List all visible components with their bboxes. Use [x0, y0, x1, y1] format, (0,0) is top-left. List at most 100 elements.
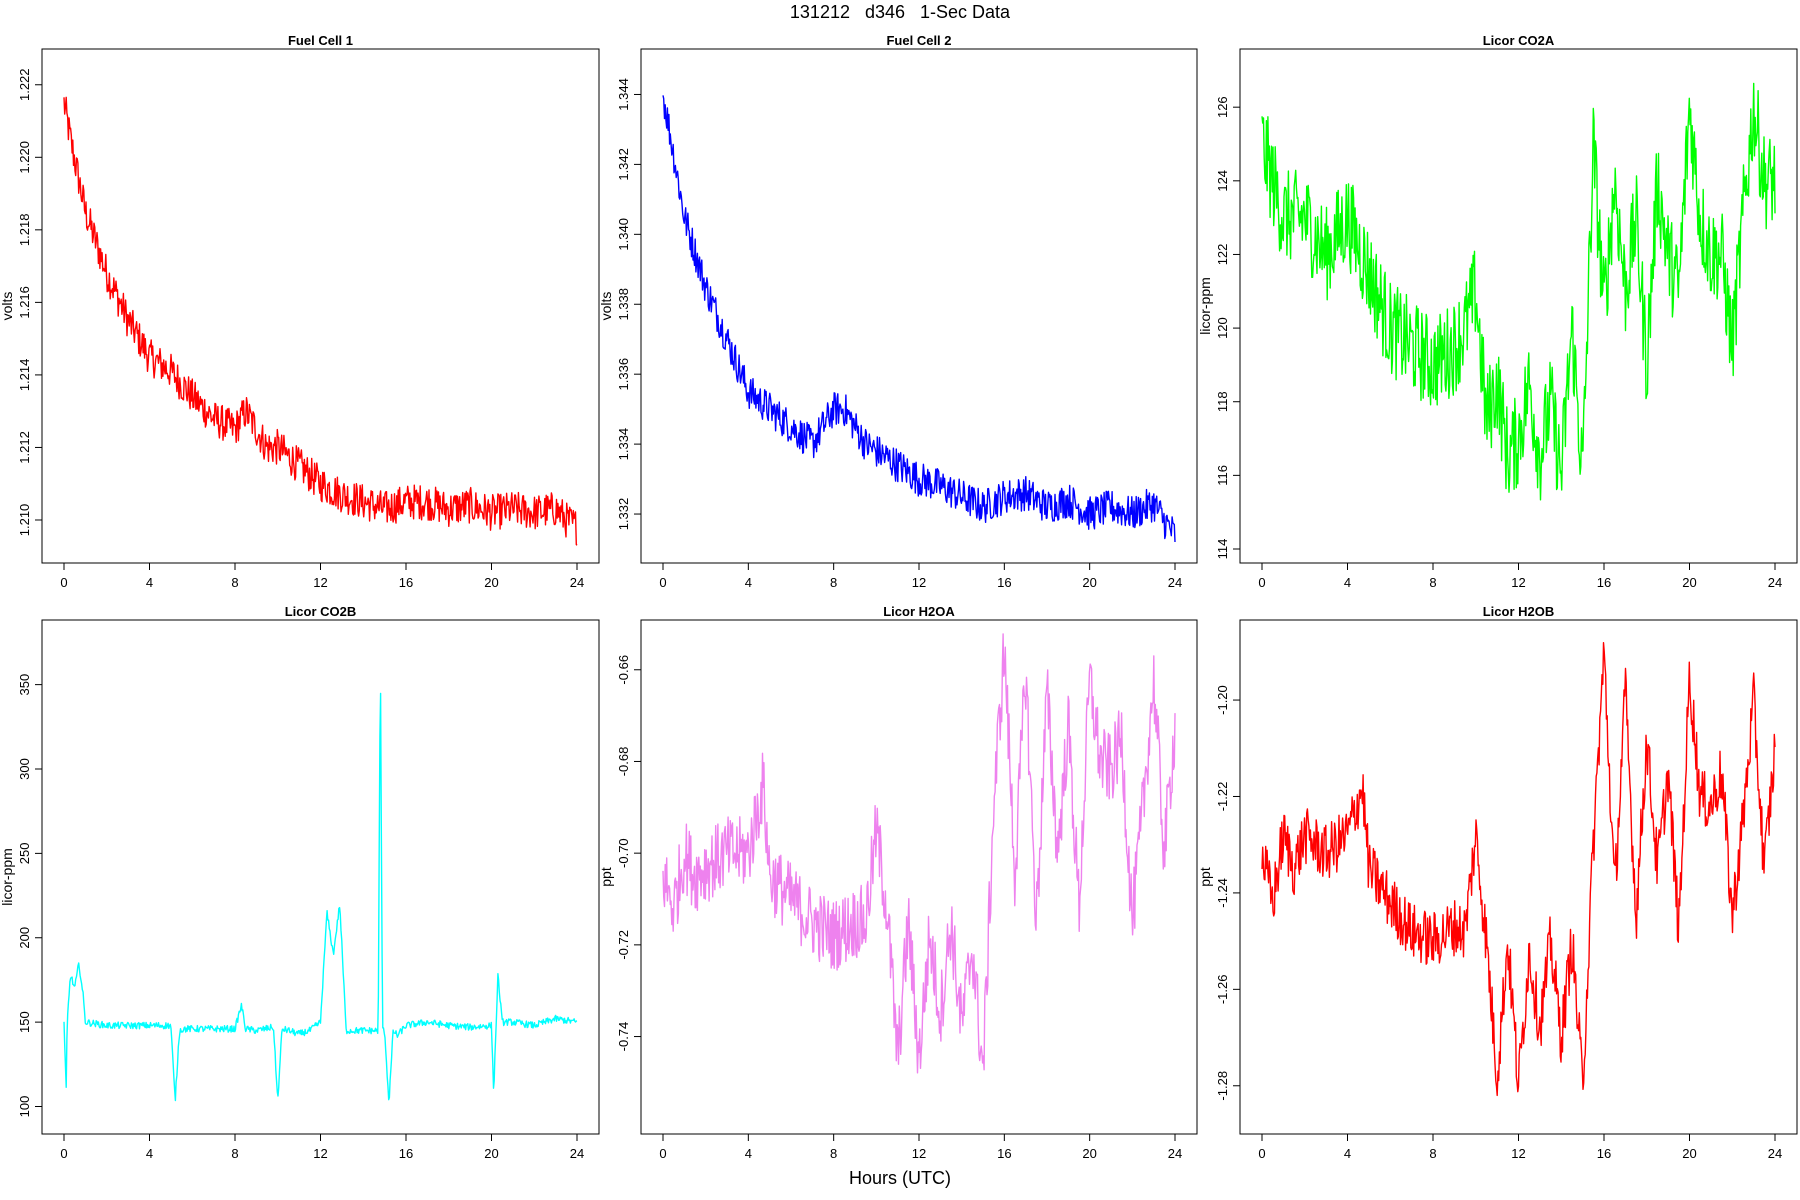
x-tick-label: 16: [997, 575, 1011, 590]
figure-x-axis-label: Hours (UTC): [849, 1168, 951, 1188]
x-tick-label: 24: [1768, 575, 1782, 590]
y-tick-label: -1.20: [1215, 685, 1230, 715]
y-tick-label: -0.72: [616, 930, 631, 960]
chart-panel-4: Licor CO2B licor-ppm 0 4 8 12 16 20 24 100 150 200 2…: [0, 604, 600, 1161]
y-tick-label: -0.70: [616, 838, 631, 868]
y-tick-label: 200: [17, 927, 32, 949]
y-tick-label: 150: [17, 1011, 32, 1033]
x-tick-label: 20: [1682, 1146, 1696, 1161]
y-tick-label: -0.66: [616, 655, 631, 685]
x-tick-label: 12: [313, 575, 327, 590]
plot-frame: [41, 619, 600, 1135]
y-tick-label: 1.340: [616, 218, 631, 251]
chart-panel-1: Fuel Cell 1 volts 0 4 8 12 16 20 24 1.210 1.212 1.2…: [0, 33, 600, 590]
y-tick-label: -1.28: [1215, 1071, 1230, 1101]
panel-title: Fuel Cell 2: [886, 33, 951, 48]
y-tick-label: 1.344: [616, 78, 631, 111]
y-axis-label: ppt: [598, 867, 614, 887]
x-tick-label: 0: [1258, 575, 1265, 590]
plot-frame: [1239, 48, 1798, 564]
y-tick-label: -0.74: [616, 1022, 631, 1052]
x-tick-label: 12: [313, 1146, 327, 1161]
x-tick-label: 16: [399, 1146, 413, 1161]
x-tick-label: 20: [1082, 1146, 1096, 1161]
chart-panel-3: Licor CO2A licor-ppm 0 4 8 12 16 20 24 114 116 118 1…: [1197, 33, 1798, 590]
x-tick-label: 4: [1344, 575, 1351, 590]
x-tick-label: 24: [1168, 575, 1182, 590]
x-tick-label: 20: [484, 575, 498, 590]
x-tick-label: 4: [146, 575, 153, 590]
x-tick-label: 24: [570, 1146, 584, 1161]
series-line: [662, 95, 1176, 543]
y-tick-label: 120: [1215, 317, 1230, 339]
y-tick-label: 1.210: [17, 504, 32, 537]
x-tick-label: 12: [1511, 575, 1525, 590]
y-tick-label: -1.22: [1215, 782, 1230, 812]
x-tick-label: 8: [1429, 575, 1436, 590]
panel-title: Licor H2OB: [1483, 604, 1555, 619]
y-tick-label: 1.220: [17, 141, 32, 174]
x-tick-label: 20: [484, 1146, 498, 1161]
x-tick-label: 24: [1168, 1146, 1182, 1161]
chart-panel-2: Fuel Cell 2 volts 0 4 8 12 16 20 24 1.332 1.334 1.3…: [598, 33, 1198, 590]
panel-title: Fuel Cell 1: [288, 33, 353, 48]
series-line: [1261, 82, 1776, 501]
x-tick-label: 12: [1511, 1146, 1525, 1161]
y-tick-label: 122: [1215, 244, 1230, 266]
x-tick-label: 4: [1344, 1146, 1351, 1161]
x-tick-label: 16: [399, 575, 413, 590]
y-tick-label: 116: [1215, 465, 1230, 486]
y-tick-label: 114: [1215, 539, 1230, 560]
series-line: [662, 633, 1176, 1074]
y-tick-label: 350: [17, 674, 32, 696]
x-tick-label: 16: [1597, 575, 1611, 590]
x-tick-label: 12: [912, 575, 926, 590]
y-tick-label: -1.26: [1215, 975, 1230, 1005]
x-tick-label: 4: [146, 1146, 153, 1161]
y-tick-label: 1.338: [616, 288, 631, 321]
panel-title: Licor CO2B: [285, 604, 357, 619]
y-tick-label: 1.212: [17, 431, 32, 464]
x-tick-label: 8: [231, 575, 238, 590]
y-tick-label: 1.222: [17, 68, 32, 101]
y-axis-label: ppt: [1197, 867, 1213, 887]
y-tick-label: 100: [17, 1096, 32, 1118]
plot-frame: [640, 619, 1198, 1135]
series-line: [1261, 642, 1776, 1097]
figure-title: 131212 d346 1-Sec Data: [789, 2, 1011, 22]
y-tick-label: 124: [1215, 170, 1230, 192]
y-tick-label: 1.216: [17, 286, 32, 319]
y-tick-label: 1.214: [17, 359, 32, 392]
x-tick-label: 8: [231, 1146, 238, 1161]
y-tick-label: -1.24: [1215, 878, 1230, 908]
panel-title: Licor H2OA: [883, 604, 955, 619]
y-tick-label: -0.68: [616, 747, 631, 777]
y-axis-label: licor-ppm: [1197, 277, 1213, 335]
x-tick-label: 20: [1682, 575, 1696, 590]
y-axis-label: licor-ppm: [0, 848, 15, 906]
x-tick-label: 4: [745, 575, 752, 590]
x-tick-label: 8: [830, 575, 837, 590]
x-tick-label: 8: [1429, 1146, 1436, 1161]
x-tick-label: 24: [1768, 1146, 1782, 1161]
panel-title: Licor CO2A: [1483, 33, 1555, 48]
series-line: [63, 96, 578, 546]
chart-panel-6: Licor H2OB ppt 0 4 8 12 16 20 24 -1.28 -1.26 -1.24 -…: [1197, 604, 1798, 1161]
y-tick-label: 118: [1215, 391, 1230, 412]
x-tick-label: 0: [659, 1146, 666, 1161]
y-axis-label: volts: [0, 292, 15, 321]
x-tick-label: 0: [1258, 1146, 1265, 1161]
chart-panel-5: Licor H2OA ppt 0 4 8 12 16 20 24 -0.74 -0.72 -0.70 -…: [598, 604, 1198, 1161]
x-tick-label: 12: [912, 1146, 926, 1161]
y-tick-label: 126: [1215, 96, 1230, 118]
x-tick-label: 24: [570, 575, 584, 590]
y-tick-label: 250: [17, 843, 32, 865]
x-tick-label: 20: [1082, 575, 1096, 590]
x-tick-label: 0: [659, 575, 666, 590]
y-tick-label: 1.336: [616, 358, 631, 391]
x-tick-label: 0: [60, 575, 67, 590]
x-tick-label: 16: [997, 1146, 1011, 1161]
x-tick-label: 8: [830, 1146, 837, 1161]
x-tick-label: 4: [745, 1146, 752, 1161]
